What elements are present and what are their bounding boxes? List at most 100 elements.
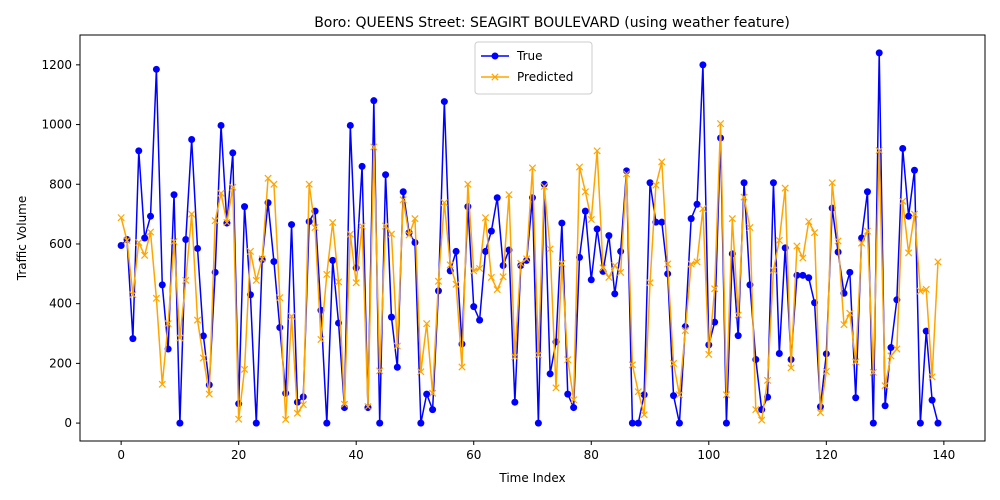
data-point (622, 170, 631, 178)
data-point (834, 248, 842, 256)
data-point (470, 303, 478, 311)
data-point (640, 411, 648, 419)
data-point (147, 212, 155, 220)
data-point (881, 382, 889, 390)
data-point (728, 214, 736, 223)
data-point (170, 237, 178, 246)
data-point (146, 228, 155, 236)
data-point (293, 409, 302, 417)
data-point (893, 345, 901, 353)
data-point (493, 194, 501, 202)
data-point (599, 264, 607, 272)
data-point (534, 351, 543, 359)
data-point (152, 294, 161, 302)
series-predicted (117, 120, 942, 424)
data-point (869, 419, 877, 427)
y-tick-label: 0 (64, 416, 72, 430)
data-point (863, 188, 871, 196)
data-point (916, 287, 924, 295)
data-point (887, 352, 895, 360)
data-point (458, 363, 466, 371)
data-point (376, 367, 384, 375)
x-tick-label: 0 (117, 448, 125, 462)
data-point (364, 403, 372, 411)
data-point (452, 247, 460, 255)
data-point (617, 268, 625, 276)
data-point (152, 65, 160, 73)
data-point (305, 218, 313, 226)
data-point (570, 404, 578, 412)
data-point (581, 188, 590, 196)
data-point (123, 236, 131, 245)
data-point (570, 396, 578, 404)
data-point (734, 332, 742, 340)
data-point (799, 271, 807, 279)
x-tick-label: 140 (932, 448, 955, 462)
data-point (628, 361, 637, 369)
data-point (928, 396, 936, 404)
legend-entry: Predicted (481, 70, 573, 84)
data-point (481, 214, 490, 222)
data-point (481, 247, 489, 255)
data-point (769, 266, 778, 274)
data-point (340, 400, 349, 408)
data-point (235, 415, 243, 423)
data-point (617, 247, 625, 255)
x-tick-label: 20 (231, 448, 246, 462)
data-point (863, 227, 872, 235)
data-point (188, 135, 196, 143)
data-point (904, 249, 913, 257)
x-tick-label: 80 (584, 448, 599, 462)
data-point (681, 326, 689, 335)
data-point (675, 419, 683, 427)
data-point (687, 260, 695, 268)
data-point (241, 203, 249, 211)
data-point (634, 419, 642, 427)
data-point (135, 147, 143, 155)
data-point (523, 256, 531, 264)
data-point (693, 258, 701, 266)
data-point (558, 259, 566, 267)
data-point (428, 389, 437, 397)
data-point (329, 256, 337, 264)
data-point (317, 335, 325, 344)
data-point (810, 229, 819, 237)
data-point (916, 419, 924, 427)
data-point (417, 368, 425, 376)
data-point (634, 388, 642, 396)
data-point (229, 149, 237, 157)
data-point (217, 189, 225, 197)
data-point (358, 222, 366, 230)
data-point (722, 419, 730, 427)
data-point (711, 318, 719, 326)
data-point (135, 238, 143, 247)
data-point (922, 285, 930, 293)
data-point (205, 390, 213, 398)
data-point (910, 210, 919, 218)
data-point (194, 244, 202, 252)
data-point (816, 409, 825, 417)
legend: True Predicted (474, 41, 593, 95)
data-point (346, 230, 354, 238)
data-point (393, 342, 401, 350)
data-point (411, 214, 419, 223)
data-point (910, 166, 918, 174)
data-point (382, 171, 390, 179)
data-point (769, 179, 777, 187)
data-point (370, 97, 378, 105)
data-point (528, 164, 537, 172)
data-point (423, 390, 431, 398)
data-point (311, 223, 319, 232)
data-point (587, 215, 595, 224)
data-point (176, 419, 184, 427)
data-point (364, 404, 372, 412)
data-point (252, 276, 260, 285)
data-point (264, 174, 272, 182)
data-point (440, 199, 448, 207)
data-point (699, 205, 707, 213)
data-point (305, 180, 313, 188)
x-tick-label: 40 (349, 448, 364, 462)
data-point (934, 258, 942, 266)
data-point (611, 261, 619, 270)
